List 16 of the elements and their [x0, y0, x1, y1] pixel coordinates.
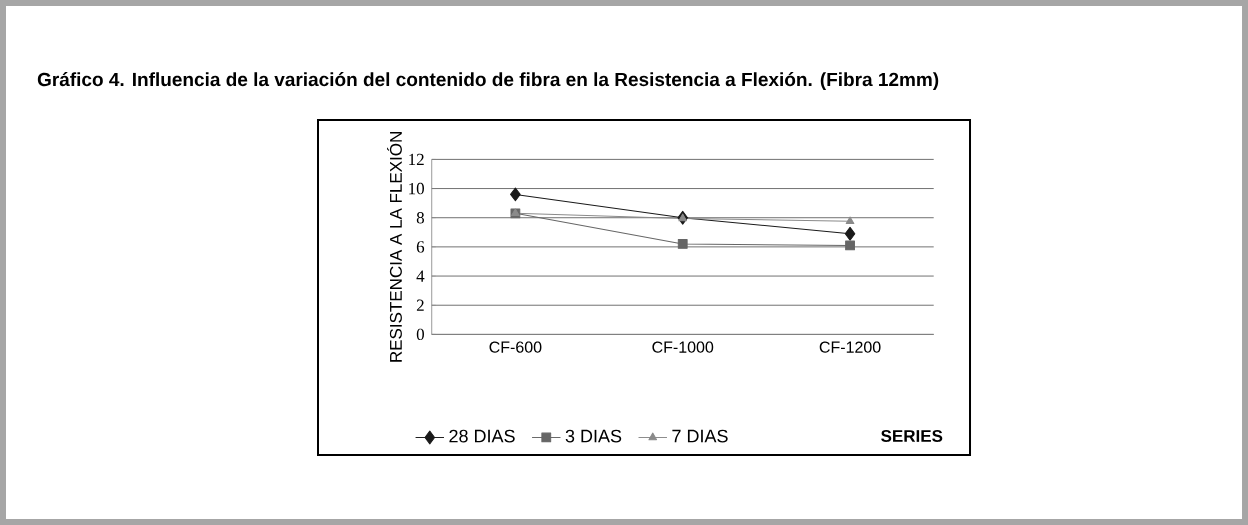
y-tick-label: 2 — [416, 299, 424, 311]
y-tick-label: 12 — [409, 153, 424, 166]
x-tick-label: CF-1200 — [819, 341, 881, 353]
y-tick-label: 6 — [416, 241, 425, 253]
x-tick-label: CF-1000 — [652, 341, 714, 353]
y-tick-label: 4 — [416, 270, 425, 282]
y-tick-label: 8 — [416, 212, 424, 224]
y-tick-label: 0 — [416, 328, 424, 341]
x-tick-label: CF-600 — [489, 341, 542, 353]
y-tick-label: 10 — [409, 182, 424, 195]
chart-title: Gráfico 4. Influencia de la variación del contenido de fibra en la Resistencia a Flexión. (Fibra 12mm) — [37, 72, 939, 90]
legend-label: 7 DIAS — [672, 429, 728, 443]
legend-label: 28 DIAS — [449, 429, 515, 443]
x-axis-title: SERIES — [881, 429, 943, 443]
legend-label: 3 DIAS — [565, 429, 622, 443]
y-axis-title: RESISTENCIA A LA FLEXIÓN — [387, 132, 402, 362]
